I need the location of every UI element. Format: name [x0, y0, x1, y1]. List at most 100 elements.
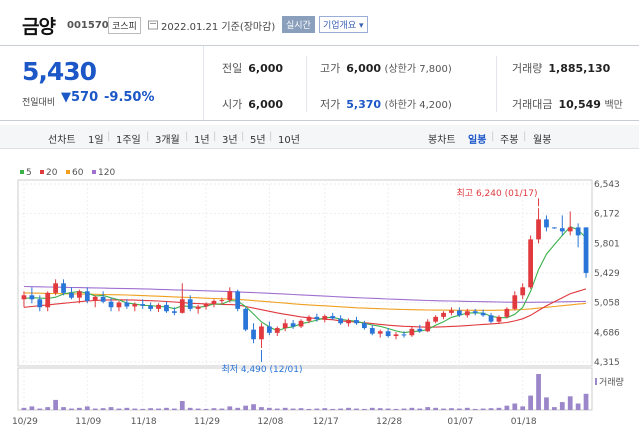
volume-bar: [156, 408, 161, 410]
volume-bar: [369, 407, 375, 410]
volume-bar: [338, 408, 343, 410]
candle-body: [219, 300, 225, 302]
y-tick-label: 5,801: [594, 239, 620, 249]
candle-body: [544, 219, 549, 228]
candle-body: [179, 299, 185, 313]
change-label: 전일대비: [22, 98, 56, 108]
open-cell: 시가 6,000: [222, 96, 283, 112]
candle-body: [338, 318, 343, 324]
candle-body: [69, 292, 74, 298]
stock-name: 금양: [22, 16, 56, 38]
candle-body: [464, 311, 470, 316]
candle-body: [433, 316, 438, 322]
prev-close-label: 전일: [222, 62, 243, 75]
open-label: 시가: [222, 98, 243, 111]
volume-bar: [449, 408, 454, 410]
volume-bar: [37, 408, 43, 410]
x-tick-label: 11/09: [75, 417, 101, 427]
realtime-button[interactable]: 실시간: [282, 16, 315, 33]
candle-body: [243, 308, 248, 330]
period-weekly[interactable]: 주봉: [500, 135, 519, 146]
min-annotation: 최저 4,490 (12/01): [221, 364, 302, 375]
range-5y[interactable]: 5년: [250, 135, 266, 146]
candle-body: [21, 295, 27, 300]
candle-body: [377, 331, 383, 334]
candle-body: [362, 323, 367, 329]
volume-bar: [219, 408, 225, 410]
range-3m[interactable]: 3개월: [155, 135, 180, 146]
period-daily[interactable]: 일봉: [468, 135, 487, 146]
range-1w[interactable]: 1주일: [116, 135, 141, 146]
period-monthly[interactable]: 월봉: [533, 135, 552, 146]
candle-body: [45, 292, 51, 308]
price-summary: 5,430 전일대비 ▼570 -9.50% 전일 6,000 시가 6,000 고…: [0, 45, 639, 121]
volume-bar: [116, 408, 122, 410]
candle-body: [369, 328, 375, 334]
volume-bar: [251, 404, 256, 410]
volume-bar: [314, 408, 320, 410]
volume-bar: [362, 408, 367, 410]
volume-bar: [235, 407, 241, 410]
high-label: 고가: [320, 62, 341, 75]
y-tick-label: 6,543: [594, 180, 620, 190]
range-10y[interactable]: 10년: [278, 135, 300, 146]
candle-body: [417, 328, 423, 332]
volume-bar: [583, 393, 589, 410]
candle-body: [92, 296, 98, 301]
volume-bar: [29, 406, 35, 410]
candle-body: [259, 326, 264, 340]
volume-bar: [306, 408, 312, 410]
volume-bar: [124, 407, 130, 410]
volume-bar: [172, 408, 177, 410]
base-date: 2022.01.21 기준(장마감): [161, 22, 276, 33]
y-tick-label: 5,058: [594, 299, 620, 309]
candle-body: [172, 311, 177, 313]
candle-body: [346, 320, 351, 324]
candle-body: [203, 304, 209, 307]
candle-body: [306, 316, 312, 321]
candle-body: [575, 227, 581, 236]
candle-body: [100, 296, 106, 302]
volume-bar: [290, 408, 296, 410]
volume-bar: [100, 408, 106, 410]
y-tick-label: 4,315: [594, 358, 620, 368]
company-overview-button[interactable]: 기업개요 ▾: [319, 16, 368, 33]
candle-chart-label: 봉차트: [428, 135, 456, 146]
candle-body: [298, 320, 304, 327]
volume-bar: [322, 408, 328, 410]
volume-bar: [132, 408, 138, 410]
candle-body: [164, 304, 169, 312]
candle-body: [251, 329, 256, 340]
candle-body: [211, 300, 217, 305]
candle-body: [354, 320, 359, 324]
legend-swatch-5: [20, 170, 24, 174]
volume-bar: [195, 408, 201, 410]
range-1d[interactable]: 1일: [88, 135, 104, 146]
volume-bar: [559, 402, 565, 410]
candle-body: [496, 316, 502, 322]
y-tick-label: 4,686: [594, 328, 620, 338]
x-tick-label: 01/18: [511, 417, 537, 427]
volume-bar: [488, 408, 494, 410]
volume-bar: [472, 408, 478, 410]
range-3y[interactable]: 3년: [222, 135, 238, 146]
volume-bar: [417, 408, 423, 410]
volume-bar: [203, 408, 209, 410]
range-1y[interactable]: 1년: [194, 135, 210, 146]
candle-body: [385, 331, 391, 337]
volume-bar: [567, 396, 573, 410]
candle-body: [290, 323, 296, 327]
candle-body: [528, 239, 533, 288]
prev-close-value: 6,000: [248, 62, 284, 75]
volume-bar: [441, 408, 446, 410]
volume-bar: [552, 407, 557, 410]
amount-unit: 백만: [604, 100, 623, 111]
low-label: 저가: [320, 98, 341, 111]
candle-body: [29, 295, 35, 300]
max-annotation: 최고 6,240 (01/17): [457, 188, 538, 199]
stock-code: 001570: [67, 20, 109, 31]
volume-bar: [544, 397, 549, 410]
low-value: 5,370: [346, 98, 382, 111]
candle-body: [559, 228, 565, 232]
x-tick-label: 12/08: [257, 417, 283, 427]
